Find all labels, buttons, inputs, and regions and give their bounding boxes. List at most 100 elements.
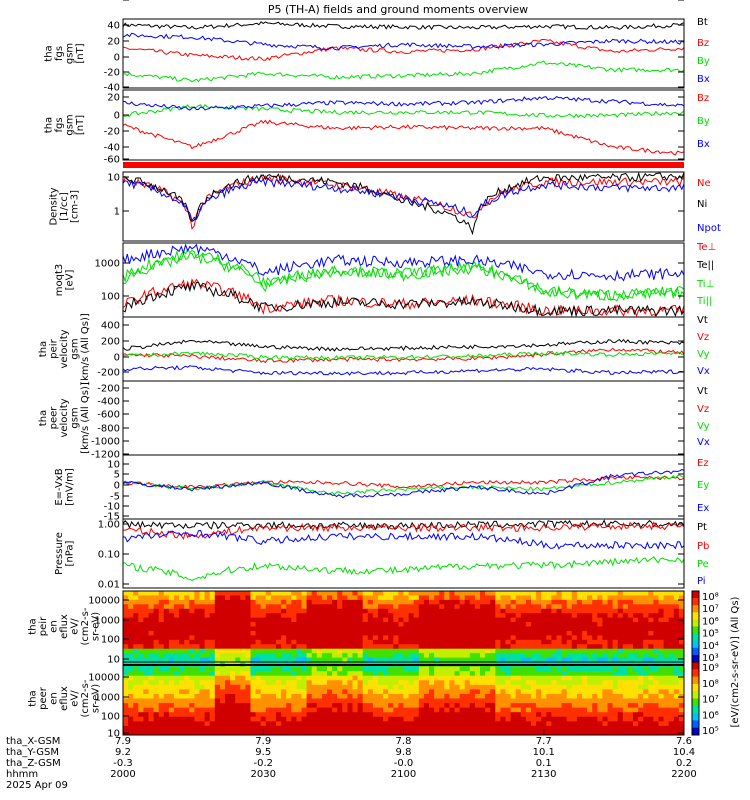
spectrogram-cell [219,639,226,645]
spectrogram-cell [342,707,348,713]
colorbar-swatch [692,662,699,670]
spectrogram-cell [174,730,180,735]
spectrogram-cell [418,630,425,636]
spectrogram-cell [230,608,236,614]
spectrogram-cell [561,595,568,601]
spectrogram-cell [576,635,583,641]
spectrogram-cell [597,591,603,597]
spectrogram-cell [495,622,501,628]
spectrogram-cell [587,703,593,709]
spectrogram-cell [235,703,241,709]
spectrogram-cell [225,666,231,672]
spectrogram-cell [383,644,389,650]
spectrogram-cell [587,653,593,659]
spectrogram-cell [327,721,333,727]
spectrogram-cell [357,635,364,641]
spectrogram-cell [627,639,634,645]
spectrogram-cell [388,608,394,614]
spectrogram-cell [495,689,501,695]
spectrogram-cell [367,684,374,690]
spectrogram-cell [316,698,323,704]
spectrogram-cell [653,630,660,636]
spectrogram-cell [500,693,507,700]
spectrogram-cell [240,644,246,650]
spectrogram-cell [337,684,343,690]
spectrogram-cell [556,657,563,662]
spectrogram-cell [592,725,598,732]
spectrogram-cell [673,595,680,601]
spectrogram-cell [633,613,639,619]
spectrogram-cell [495,657,501,662]
spectrogram-cell [587,721,593,727]
spectrogram-cell [449,626,456,632]
spectrogram-cell [327,608,333,614]
spectrogram-cell [464,730,471,735]
spectrogram-cell [337,716,343,722]
legend-Vz: Vz [697,332,709,343]
spectrogram-cell [332,716,338,722]
spectrogram-cell [622,639,629,645]
spectrogram-cell [286,635,292,641]
spectrogram-cell [245,716,252,722]
spectrogram-cell [566,680,573,686]
spectrogram-cell [418,707,425,713]
spectrogram-cell [276,703,282,709]
colorbar-swatch [692,598,699,606]
spectrogram-cell [327,626,333,632]
spectrogram-cell [128,644,134,650]
spectrogram-cell [500,613,507,619]
spectrogram-cell [367,604,374,610]
spectrogram-cell [490,693,496,700]
spectrogram-cell [357,630,364,636]
spectrogram-cell [673,680,680,686]
spectrogram-cell [556,630,563,636]
spectrogram-cell [627,599,634,605]
spectrogram-cell [480,604,486,610]
spectrogram-cell [408,648,415,654]
x-axis-labels: tha_X-GSM tha_Y-GSM tha_Z-GSM hhmm 2025 … [6,729,697,791]
spectrogram-cell [276,613,282,619]
spectrogram-cell [128,707,134,713]
spectrogram-cell [576,604,583,610]
spectrogram-cell [214,675,221,681]
spectrogram-cell [316,648,323,654]
spectrogram-cell [633,639,639,645]
spectrogram-cell [352,630,359,636]
spectrogram-cell [250,622,257,628]
spectrogram-cell [658,630,665,636]
spectrogram-cell [133,622,139,628]
spectrogram-cell [536,648,542,654]
spectrogram-cell [133,626,139,632]
spectrogram-cell [372,689,379,695]
spectrogram-cell [327,703,333,709]
spectrogram-cell [638,591,644,597]
spectrogram-cell [174,716,180,722]
spectrogram-cell [607,730,614,735]
spectrogram-cell [393,644,399,650]
spectrogram-cell [168,725,175,732]
spectrogram-cell [515,725,522,732]
spectrogram-cell [439,591,445,597]
spectrogram-cell [158,703,165,709]
spectrogram-cell [633,730,639,735]
spectrogram-cell [582,725,588,732]
spectrogram-cell [444,666,450,672]
spectrogram-cell [378,608,384,614]
spectrogram-cell [204,648,211,654]
spectrogram-cell [270,675,277,681]
spectrogram-cell [434,595,440,601]
legend-Ex: Ex [697,503,709,514]
spectrogram-cell [439,730,445,735]
spectrogram-cell [525,617,532,623]
series-Ex-line [123,469,684,499]
spectrogram-cell [143,707,150,713]
spectrogram-cell [551,703,558,709]
spectrogram-cell [321,712,328,718]
spectrogram-cell [378,657,384,662]
spectrogram-cell [342,725,348,732]
spectrogram-cell [520,635,527,641]
spectrogram-cell [245,648,252,654]
spectrogram-cell [546,595,552,601]
spectrogram-cell [209,648,216,654]
